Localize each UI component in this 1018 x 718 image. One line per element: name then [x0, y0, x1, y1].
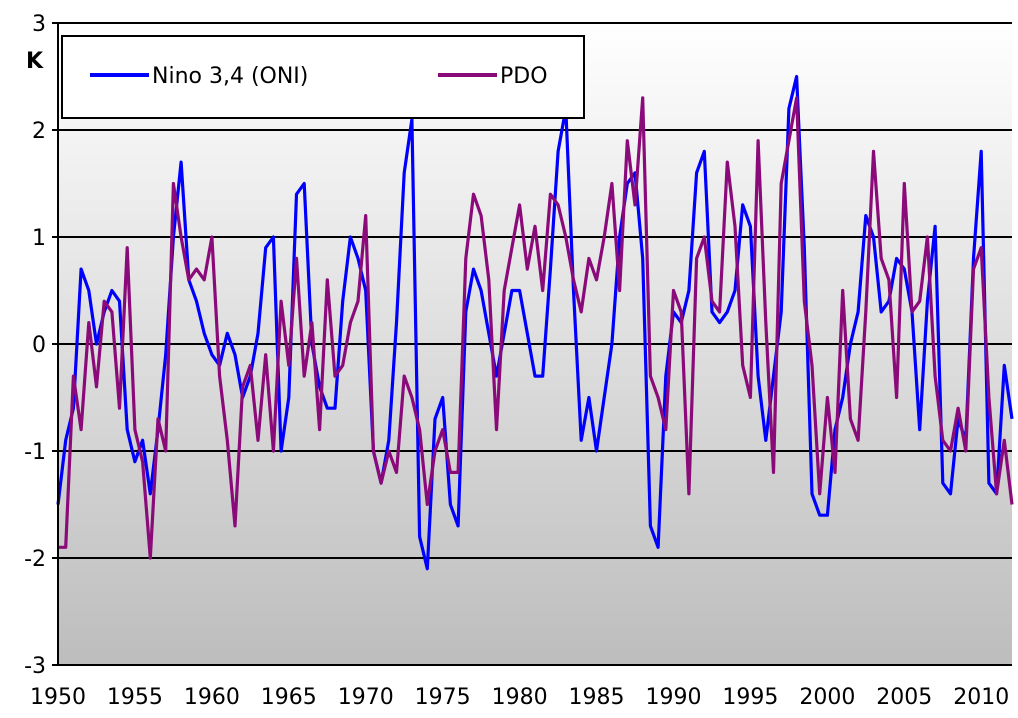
x-tick-label: 1955	[107, 685, 163, 710]
x-tick-label: 1960	[184, 685, 240, 710]
series-line-pdo	[58, 96, 1014, 560]
y-tick-label: -1	[24, 440, 46, 465]
x-tick-label: 1995	[722, 685, 778, 710]
y-tick-labels: -3 -2 -1 0 1 2 3	[24, 12, 58, 679]
x-tick-label: 2005	[876, 685, 932, 710]
x-tick-label: 2010	[953, 685, 1009, 710]
y-tick-label: 1	[32, 226, 46, 251]
series-layer	[56, 74, 1014, 571]
series-line-nino34	[56, 74, 1014, 571]
x-tick-label: 1975	[415, 685, 471, 710]
y-tick-label: 3	[32, 12, 46, 37]
y-tick-label: -3	[24, 654, 46, 679]
x-tick-label: 1965	[261, 685, 317, 710]
y-axis-label: K	[26, 49, 44, 74]
x-tick-label: 1990	[645, 685, 701, 710]
legend-label-pdo: PDO	[500, 64, 548, 89]
x-tick-label: 1980	[492, 685, 548, 710]
x-tick-label: 2000	[799, 685, 855, 710]
y-tick-label: 2	[32, 119, 46, 144]
legend-label-nino34: Nino 3,4 (ONI)	[152, 64, 308, 89]
x-tick-label: 1950	[30, 685, 86, 710]
y-tick-label: 0	[32, 333, 46, 358]
x-tick-labels: 1950 1955 1960 1965 1970 1975 1980 1985 1990 1995…	[30, 685, 1009, 710]
x-tick-label: 1970	[338, 685, 394, 710]
x-tick-label: 1985	[569, 685, 625, 710]
y-tick-label: -2	[24, 547, 46, 572]
legend: Nino 3,4 (ONI) PDO	[61, 35, 585, 119]
